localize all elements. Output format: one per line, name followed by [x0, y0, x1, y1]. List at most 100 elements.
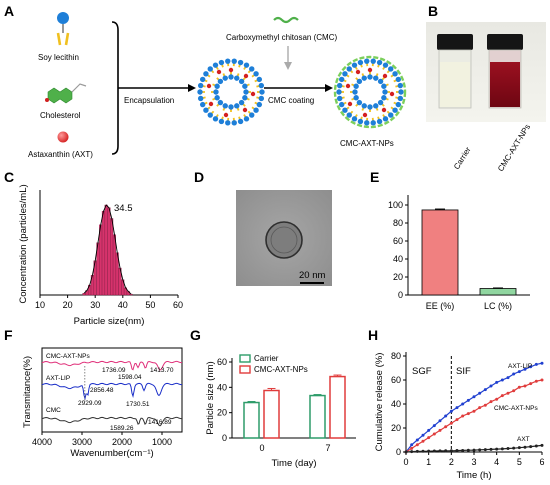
panel-label-e: E: [370, 169, 379, 185]
h-point: [478, 406, 482, 410]
h-point: [410, 443, 414, 447]
lipid-head: [353, 83, 359, 89]
lipid-head: [197, 89, 203, 95]
ee-lc-chart: 0 20 40 60 80 100 EE (%) LC (%): [388, 195, 530, 311]
g-y-tick-label: 60: [217, 357, 227, 367]
lipid-head: [336, 82, 343, 89]
lipid-head: [377, 99, 384, 106]
g-bar: [263, 389, 280, 439]
legend-carrier: Carrier: [254, 354, 279, 363]
h-point: [432, 424, 436, 428]
lipid-head: [381, 83, 387, 89]
lipid-head: [253, 71, 259, 77]
h-point: [500, 447, 504, 451]
lipid-head: [381, 95, 387, 101]
g-y-tick-label: 20: [217, 408, 227, 418]
h-point: [478, 391, 482, 395]
liposome-icon: [197, 58, 265, 126]
c-x-label: Particle size(nm): [74, 316, 145, 327]
h-y-tick-label: 0: [396, 447, 401, 457]
g-y-tick-label: 0: [222, 433, 227, 443]
h-x-tick-label: 4: [494, 457, 499, 467]
h-point: [523, 445, 527, 449]
lipid-head: [237, 118, 244, 125]
h-point: [517, 385, 521, 389]
axt-dot: [242, 107, 248, 113]
h-point: [415, 443, 419, 447]
f-x-tick-label: 2000: [112, 437, 132, 447]
g-bar: [329, 375, 346, 439]
h-point: [444, 414, 448, 418]
h-x-tick-label: 5: [517, 457, 522, 467]
lipid-head: [382, 62, 389, 68]
g-category-label: 0: [259, 443, 264, 453]
h-point: [466, 448, 470, 452]
h-point: [483, 448, 487, 452]
lipid-head: [242, 83, 248, 89]
lipid-head: [356, 99, 363, 106]
lipid-head: [351, 62, 358, 68]
lipid-head: [225, 58, 231, 64]
lipid-head: [338, 76, 345, 83]
lipid-head: [213, 89, 219, 95]
h-point: [404, 450, 408, 454]
h-x-tick-label: 3: [471, 457, 476, 467]
axt-dot: [389, 91, 395, 97]
f-series-lip: [41, 382, 183, 401]
h-point: [421, 449, 425, 453]
h-point: [523, 384, 527, 388]
axt-dot: [243, 73, 249, 79]
lipid-head: [353, 95, 359, 101]
lipid-head: [373, 75, 379, 81]
h-point: [466, 412, 470, 416]
h-point: [517, 370, 521, 374]
axt-dot: [216, 69, 222, 75]
encapsulation-label: Encapsulation: [124, 96, 174, 105]
h-point: [461, 448, 465, 452]
f-series-cmc: [41, 416, 183, 427]
c-y-label: Concentration (particles/mL): [18, 184, 29, 303]
cholesterol-label: Cholesterol: [40, 111, 81, 120]
h-point: [495, 380, 499, 384]
f-peak-label: 2929.09: [78, 400, 102, 407]
axt-dot: [206, 83, 212, 89]
f-series-cmc-axt: [41, 360, 183, 371]
h-x-tick-label: 1: [426, 457, 431, 467]
axt-dot: [367, 67, 373, 73]
lipid-head: [370, 120, 376, 126]
arrow-head2-icon: [325, 84, 333, 92]
vial-photo: Carrier CMC-AXT-NPs: [426, 22, 546, 173]
lipid-head: [197, 82, 204, 89]
h-x-tick-label: 2: [449, 457, 454, 467]
h-point: [483, 388, 487, 392]
vial-nps-liquid: [490, 62, 520, 107]
lipid-head: [231, 120, 237, 126]
f-peak-label: 1730.51: [126, 401, 150, 408]
h-point: [449, 449, 453, 453]
f-legend-cmc-axt: CMC-AXT-NPs: [46, 353, 90, 360]
lipid-head: [217, 78, 224, 85]
h-point: [489, 384, 493, 388]
panel-label-b: B: [428, 3, 438, 19]
lipid-head: [243, 116, 250, 122]
vial-right-label: CMC-AXT-NPs: [496, 123, 532, 173]
tem-image: 20 nm: [236, 190, 332, 286]
h-point: [444, 425, 448, 429]
lipid-head: [214, 83, 220, 89]
lipid-head: [376, 118, 383, 125]
lipid-head: [203, 107, 209, 113]
f-legend-lip: AXT-LIP: [46, 375, 70, 382]
h-y-label: Cumulative release (%): [374, 353, 385, 452]
lipid-head: [218, 59, 225, 66]
e-y-tick-label: 60: [393, 236, 403, 246]
cmc-coat: [333, 55, 407, 129]
lipid-head: [338, 101, 345, 108]
c-fit-curve: [83, 204, 132, 295]
h-point: [512, 372, 516, 376]
h-point: [483, 403, 487, 407]
lipid-head: [388, 66, 394, 72]
f-peak-label: 1598.04: [118, 374, 142, 381]
g-bar: [243, 401, 260, 439]
h-point: [529, 382, 533, 386]
lipid-head: [228, 74, 234, 80]
